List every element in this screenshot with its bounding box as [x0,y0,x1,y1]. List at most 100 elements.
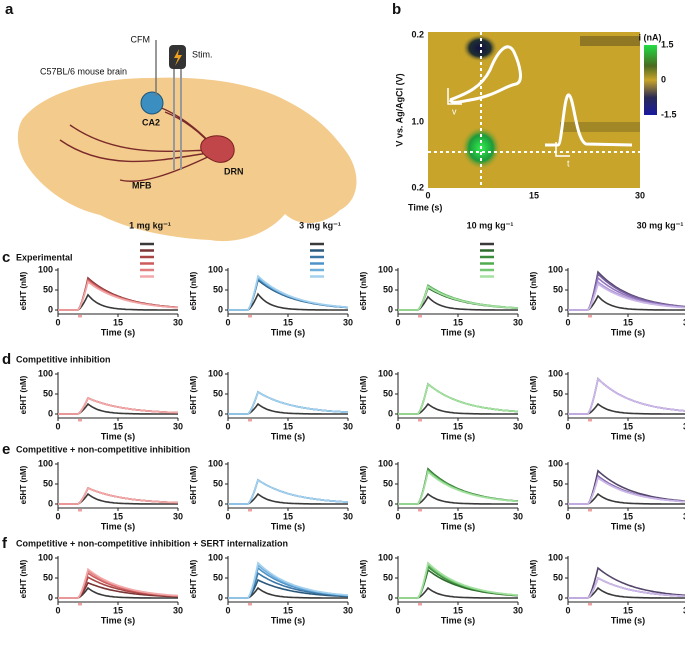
tick-label: 15 [453,421,463,431]
tick-label: 30 [173,605,183,615]
axis-label: e5HT (nM) [19,375,28,414]
axis-label: e5HT (nM) [189,465,198,504]
tick-label: 100 [548,552,563,562]
tick-label: 30 [683,605,685,615]
row-title: Competitive inhibition [16,354,111,364]
tick-label: 0 [218,304,223,314]
curve [398,561,519,599]
tick-label: 100 [378,552,393,562]
tick-label: 50 [383,388,393,398]
tick-label: 0 [48,304,53,314]
panel-label: d [2,351,11,368]
tick-label: 15 [283,511,293,521]
tick-label: 15 [113,605,123,615]
tick-label: 0 [225,421,230,431]
colorbar-title: i (nA) [639,32,662,42]
panel-label: f [2,535,8,552]
tick-label: 50 [553,572,563,582]
tick-label: 30 [683,421,685,431]
tick-label: 30 [343,317,353,327]
drn-region [200,135,235,163]
label: Stim. [192,49,213,59]
tick-label: 0 [565,511,570,521]
tick-label: 0 [218,408,223,418]
row-title: Competitive + non-competitive inhibition [16,444,190,454]
tick-label: 0 [565,605,570,615]
axis-label: e5HT (nM) [529,465,538,504]
curve [568,576,685,599]
row-title: Competitive + non-competitive inhibition… [16,538,288,548]
tick-label: 0 [225,317,230,327]
curve [398,402,518,415]
stim-bar [418,603,422,606]
tick-label: 0 [48,408,53,418]
label: C57BL/6 mouse brain [40,66,127,76]
stim-bar [418,419,422,422]
colorbar-tick: 1.5 [661,39,674,49]
tick-label: 30 [343,511,353,521]
curve [568,282,685,311]
stim-bar [588,509,592,512]
axis-label: Time (s) [408,202,442,212]
tick-label: 0 [558,408,563,418]
tick-label: 50 [553,478,563,488]
axis-label: e5HT (nM) [359,375,368,414]
axis-label: Time (s) [271,615,305,625]
axis-label: e5HT (nM) [359,271,368,310]
tick-label: 100 [38,458,53,468]
tick-label: 15 [283,421,293,431]
stim-bar [248,603,252,606]
tick-label: 15 [623,605,633,615]
axis-label: e5HT (nM) [529,271,538,310]
stim-bar [588,315,592,318]
tick-label: 15 [113,421,123,431]
curve [228,274,349,311]
curve [58,280,179,311]
tick-label: 0 [565,421,570,431]
stim-bar [78,509,82,512]
stim-bar [588,603,592,606]
axis-label: Time (s) [101,431,135,441]
cv-trace [448,45,522,104]
tick-label: 100 [378,368,393,378]
stim-bar [78,315,82,318]
tick-label: 15 [113,317,123,327]
tick-label: 0 [55,421,60,431]
tick-label: 50 [43,388,53,398]
tick-label: 50 [43,572,53,582]
tick-label: 0 [218,592,223,602]
label: DRN [224,166,244,176]
panel-label: b [392,1,401,18]
axis-label: Time (s) [441,615,475,625]
tick-label: 30 [513,421,523,431]
tick-label: 50 [383,284,393,294]
tick-label: 50 [383,478,393,488]
axis-symbol: v [452,106,457,116]
curve [568,476,685,505]
colorbar [644,45,657,115]
axis-arrow [447,88,462,105]
brain-outline [17,77,357,242]
tick-label: 0 [55,511,60,521]
curve [398,382,519,415]
tick-label: 0.2 [411,29,424,39]
tick-label: 0 [388,498,393,508]
tick-label: 15 [529,190,539,200]
axis-label: Time (s) [441,521,475,531]
stim-bar [78,603,82,606]
curve [228,402,348,415]
tick-label: 100 [208,552,223,562]
axis-label: Time (s) [101,521,135,531]
stim-bar [78,419,82,422]
colorbar-tick: -1.5 [661,109,677,119]
axis-label: e5HT (nM) [189,559,198,598]
axis-label: e5HT (nM) [189,375,198,414]
axis-label: Time (s) [441,431,475,441]
tick-label: 30 [343,605,353,615]
dose-label: 30 mg kg⁻¹ [637,220,684,230]
tick-label: 0 [565,317,570,327]
axis-label: V vs. Ag/AgCl (V) [394,73,404,146]
tick-label: 50 [213,478,223,488]
tick-label: 0 [225,605,230,615]
axis-label: Time (s) [441,327,475,337]
